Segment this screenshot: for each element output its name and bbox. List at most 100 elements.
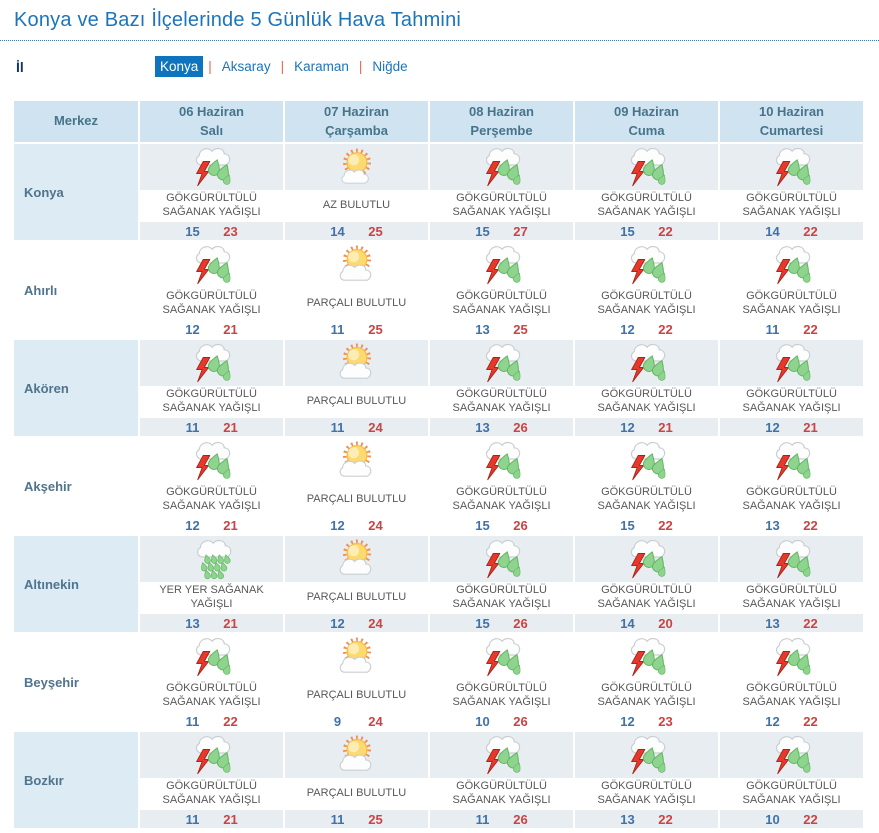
temp-cell: 15 27 (430, 222, 573, 240)
weather-icon-cell (140, 144, 283, 190)
weather-icon-cell (575, 536, 718, 582)
condition-text: PARÇALI BULUTLU (285, 388, 428, 416)
weather-icon-cell (720, 536, 863, 582)
temp-min: 15 (475, 223, 490, 239)
district-icon-row: Konya (14, 144, 863, 240)
sun-cloud-icon (328, 635, 386, 679)
condition-text: PARÇALI BULUTLU (285, 290, 428, 318)
temp-min: 9 (333, 713, 342, 729)
header-weekday: Cumartesi (759, 122, 824, 138)
header-date: 07 Haziran (323, 103, 390, 119)
thunderstorm-icon (473, 733, 531, 777)
temp-cell: 12 24 (285, 614, 428, 632)
condition-text: GÖKGÜRÜLTÜLÜ SAĞANAK YAĞIŞLI (140, 780, 283, 808)
temp-max: 26 (513, 811, 528, 827)
district-icon-row: Akşehir (14, 438, 863, 534)
condition-text: GÖKGÜRÜLTÜLÜ SAĞANAK YAĞIŞLI (575, 682, 718, 710)
condition-text: GÖKGÜRÜLTÜLÜ SAĞANAK YAĞIŞLI (720, 388, 863, 416)
weather-icon-cell (430, 144, 573, 190)
tab-konya[interactable]: Konya (155, 56, 204, 77)
temp-min: 11 (185, 811, 200, 827)
temp-cell: 11 25 (285, 320, 428, 338)
temp-max: 27 (513, 223, 528, 239)
weather-icon-cell (140, 634, 283, 680)
sun-cloud-icon (328, 537, 386, 581)
thunderstorm-icon (618, 733, 676, 777)
temp-cell: 11 21 (140, 418, 283, 436)
weather-icon-cell (140, 242, 283, 288)
thunderstorm-icon (618, 537, 676, 581)
thunderstorm-icon (473, 341, 531, 385)
thunderstorm-icon (763, 439, 821, 483)
temp-cell: 11 24 (285, 418, 428, 436)
condition-text: GÖKGÜRÜLTÜLÜ SAĞANAK YAĞIŞLI (430, 388, 573, 416)
condition-text: GÖKGÜRÜLTÜLÜ SAĞANAK YAĞIŞLI (140, 682, 283, 710)
weather-icon-cell (720, 242, 863, 288)
thunderstorm-icon (473, 635, 531, 679)
weather-icon-cell (720, 340, 863, 386)
district-name: Altınekin (14, 536, 138, 632)
thunderstorm-icon (183, 243, 241, 287)
temp-min: 12 (330, 615, 345, 631)
temp-max: 21 (223, 811, 238, 827)
temp-min: 12 (620, 713, 635, 729)
province-selector: İl Konya | Aksaray | Karaman | Niğde (0, 41, 879, 87)
temp-cell: 15 26 (430, 516, 573, 534)
district-temp-row: 12 21 11 25 13 25 12 22 11 22 (14, 320, 863, 338)
temp-max: 21 (223, 517, 238, 533)
temp-cell: 12 21 (140, 320, 283, 338)
thunderstorm-icon (763, 145, 821, 189)
temp-min: 11 (330, 419, 345, 435)
temp-cell: 12 24 (285, 516, 428, 534)
weather-icon-cell (575, 340, 718, 386)
header-merkez: Merkez (14, 101, 138, 142)
thunderstorm-icon (618, 243, 676, 287)
temp-cell: 12 21 (140, 516, 283, 534)
temp-min: 15 (185, 223, 200, 239)
temp-cell: 13 22 (720, 516, 863, 534)
header-weekday: Çarşamba (325, 122, 388, 138)
temp-max: 22 (803, 713, 818, 729)
thunderstorm-icon (473, 243, 531, 287)
temp-min: 14 (765, 223, 780, 239)
temp-max: 24 (368, 713, 383, 729)
tab-aksaray[interactable]: Aksaray (221, 59, 271, 74)
temp-min: 14 (620, 615, 635, 631)
temp-max: 21 (223, 615, 238, 631)
temp-max: 20 (658, 615, 673, 631)
temp-max: 22 (223, 713, 238, 729)
temp-min: 15 (620, 517, 635, 533)
temp-cell: 13 22 (720, 614, 863, 632)
temp-max: 22 (658, 517, 673, 533)
temp-max: 22 (803, 517, 818, 533)
sun-cloud-icon (328, 733, 386, 777)
header-day-4: 09 Haziran Cuma (575, 101, 718, 142)
temp-cell: 15 22 (575, 516, 718, 534)
temp-max: 21 (803, 419, 818, 435)
temp-cell: 12 22 (720, 712, 863, 730)
tab-nigde[interactable]: Niğde (372, 59, 408, 74)
temp-max: 26 (513, 615, 528, 631)
district-temp-row: 13 21 12 24 15 26 14 20 13 22 (14, 614, 863, 632)
header-day-3: 08 Haziran Perşembe (430, 101, 573, 142)
tab-karaman[interactable]: Karaman (294, 59, 349, 74)
temp-cell: 14 22 (720, 222, 863, 240)
thunderstorm-icon (473, 145, 531, 189)
forecast-table: Merkez 06 Haziran Salı 07 Haziran Çarşam… (12, 99, 865, 830)
temp-min: 11 (185, 713, 200, 729)
district-icon-row: Bozkır (14, 732, 863, 828)
temp-min: 12 (185, 321, 200, 337)
weather-icon-cell (720, 144, 863, 190)
condition-text: GÖKGÜRÜLTÜLÜ SAĞANAK YAĞIŞLI (140, 388, 283, 416)
condition-text: GÖKGÜRÜLTÜLÜ SAĞANAK YAĞIŞLI (720, 682, 863, 710)
sun-cloud-icon (328, 341, 386, 385)
temp-min: 12 (330, 517, 345, 533)
header-day-1: 06 Haziran Salı (140, 101, 283, 142)
district-name: Beyşehir (14, 634, 138, 730)
weather-icon-cell (285, 634, 428, 680)
temp-cell: 12 22 (575, 320, 718, 338)
temp-min: 13 (185, 615, 200, 631)
thunderstorm-icon (183, 635, 241, 679)
thunderstorm-icon (763, 733, 821, 777)
weather-icon-cell (430, 634, 573, 680)
